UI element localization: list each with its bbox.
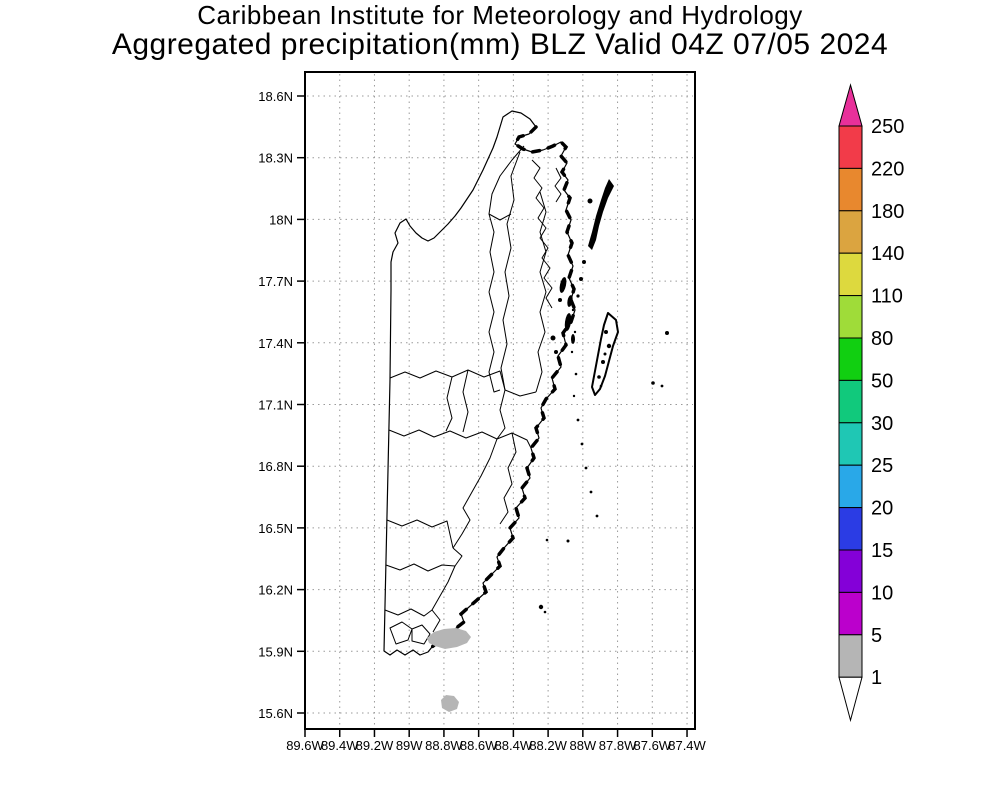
colorbar-level-label: 20 [871, 498, 893, 520]
precip-blob-coastal [427, 628, 471, 649]
latlon-grid [304, 74, 693, 727]
colorbar-segment [838, 464, 863, 509]
colorbar-segment [838, 422, 863, 466]
small-caye [576, 294, 580, 298]
colorbar-segment [838, 591, 863, 636]
lat-tick-label: 15.6N [258, 706, 293, 721]
lat-tick-label: 18N [269, 212, 293, 227]
colorbar-segment [838, 549, 863, 593]
colorbar-level-label: 5 [871, 625, 882, 647]
colorbar-segment [838, 252, 863, 297]
belize-mainland-outline [383, 110, 576, 656]
lon-tick-label: 89W [396, 738, 423, 753]
colorbar-segment [838, 167, 863, 212]
ambergris-caye [588, 179, 614, 250]
colorbar-level-label: 25 [871, 455, 893, 477]
colorbar-segment [838, 634, 863, 678]
internal-boundaries [384, 145, 562, 645]
colorbar-level-label: 50 [871, 370, 893, 392]
colorbar-segment [838, 507, 863, 551]
colorbar-level-label: 220 [871, 158, 904, 180]
reef-cayes [538, 308, 599, 614]
lon-tick-label: 89.6W [286, 738, 324, 753]
map-frame [304, 71, 696, 730]
lon-tick-label: 89.2W [356, 738, 394, 753]
colorbar-segment [838, 295, 863, 339]
colorbar-level-label: 140 [871, 243, 904, 265]
colorbar: 250 220 180 140 110 80 50 30 25 20 15 10 5 1 [838, 83, 904, 723]
lat-tick-label: 16.5N [258, 521, 293, 536]
lon-tick-label: 87.8W [599, 738, 637, 753]
colorbar-level-label: 15 [871, 540, 893, 562]
colorbar-arrow-above-max [838, 83, 863, 127]
colorbar-level-label: 110 [871, 286, 903, 308]
lon-tick-label: 88.8W [425, 738, 463, 753]
lat-tick-label: 16.8N [258, 459, 293, 474]
lon-tick-label: 88W [569, 738, 596, 753]
lon-tick-label: 88.2W [529, 738, 567, 753]
lat-tick-label: 18.3N [258, 151, 293, 166]
colorbar-segment [838, 337, 863, 381]
colorbar-level-label: 10 [871, 582, 893, 604]
title-block: Caribbean Institute for Meteorology and … [0, 0, 1000, 62]
lon-tick-label: 87.4W [668, 738, 706, 753]
lon-tick-label: 88.4W [495, 738, 533, 753]
belize-map [383, 110, 669, 712]
colorbar-segment [838, 379, 863, 424]
colorbar-level-label: 80 [871, 328, 893, 350]
lat-tick-label: 15.9N [258, 644, 293, 659]
lat-tick-label: 16.2N [258, 583, 293, 598]
colorbar-level-label: 30 [871, 413, 893, 435]
product-title: Aggregated precipitation(mm) BLZ Valid 0… [111, 28, 889, 62]
lon-tick-label: 88.6W [460, 738, 498, 753]
colorbar-level-label: 180 [871, 201, 904, 223]
lon-tick-label: 89.4W [321, 738, 359, 753]
lat-tick-label: 18.6N [258, 89, 293, 104]
caye-caulker [582, 260, 586, 264]
lat-tick-label: 17.1N [258, 398, 293, 413]
caye-chapel [579, 277, 583, 281]
colorbar-level-label: 250 [871, 116, 904, 138]
lon-tick-label: 87.6W [634, 738, 672, 753]
coastal-cayes [550, 277, 575, 354]
precip-shading [427, 628, 471, 712]
colorbar-arrow-below-min [838, 676, 863, 723]
lat-tick-label: 17.4N [258, 336, 293, 351]
lat-tick-label: 17.7N [258, 274, 293, 289]
colorbar-segment [838, 125, 863, 169]
axis-ticks: 18.6N 18.3N 18N 17.7N 17.4N 17.1N 16.8N 16.5N 16… [258, 89, 706, 753]
lighthouse-reef-cayes [651, 331, 669, 388]
turneffe-speckles [597, 330, 612, 388]
precip-blob-south [441, 695, 459, 712]
colorbar-level-label: 1 [871, 667, 882, 689]
barrier-coastline [430, 125, 577, 649]
caye-dot [587, 198, 593, 204]
institute-title: Caribbean Institute for Meteorology and … [197, 0, 803, 30]
colorbar-segment [838, 210, 863, 254]
